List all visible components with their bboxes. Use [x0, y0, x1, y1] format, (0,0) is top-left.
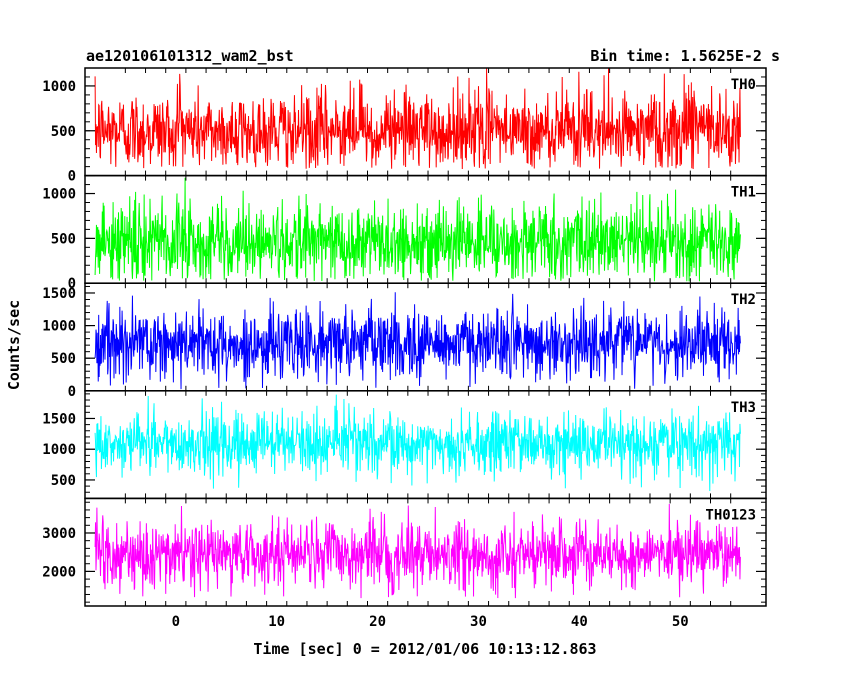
- x-axis: 0 10 20 30 40 50: [172, 614, 689, 630]
- panel-th0123: 2000 3000 TH0123: [42, 497, 767, 607]
- panel-th0: 0 500 1000 TH0: [42, 67, 767, 185]
- x-axis-label: Time [sec] 0 = 2012/01/06 10:13:12.863: [253, 640, 596, 658]
- x-tick-label: 10: [268, 614, 285, 630]
- series-trace-th2: [94, 292, 741, 390]
- y-axis-label: Counts/sec: [5, 300, 23, 390]
- panel-th1: 0 500 1000 TH1: [42, 174, 767, 292]
- x-tick-label: 30: [470, 614, 487, 630]
- panel-label: TH0: [731, 77, 756, 93]
- y-tick-label: 500: [51, 231, 76, 247]
- y-tick-label: 500: [51, 473, 76, 489]
- y-tick-label: 1000: [42, 79, 76, 95]
- series-trace-th1: [94, 177, 741, 282]
- series-trace-th0: [94, 68, 741, 170]
- y-tick-label: 0: [68, 169, 76, 185]
- y-tick-label: 1000: [42, 442, 76, 458]
- panel-label: TH1: [731, 185, 756, 201]
- chart-title-right: Bin time: 1.5625E-2 s: [590, 47, 780, 65]
- y-tick-label: 0: [68, 276, 76, 292]
- y-tick-label: 1500: [42, 286, 76, 302]
- y-tick-label: 1000: [42, 187, 76, 203]
- panels-group: 0 500 1000 TH0 0 500 1000 TH1 0 500 1000 1500 TH2 500…: [42, 67, 767, 607]
- panel-th3: 500 1000 1500 TH3: [42, 390, 767, 500]
- chart-title-left: ae120106101312_wam2_bst: [86, 47, 294, 65]
- panel-label: TH3: [731, 400, 756, 416]
- x-tick-label: 40: [571, 614, 588, 630]
- y-tick-label: 2000: [42, 564, 76, 580]
- x-tick-label: 50: [672, 614, 689, 630]
- y-tick-label: 3000: [42, 526, 76, 542]
- y-tick-label: 500: [51, 351, 76, 367]
- x-tick-label: 20: [369, 614, 386, 630]
- series-trace-th0123: [94, 503, 741, 599]
- panel-frame: [84, 497, 767, 607]
- y-tick-label: 1500: [42, 411, 76, 427]
- panel-label: TH2: [731, 292, 756, 308]
- x-tick-label: 0: [172, 614, 180, 630]
- panel-th2: 0 500 1000 1500 TH2: [42, 282, 767, 400]
- y-tick-label: 0: [68, 384, 76, 400]
- y-tick-label: 1000: [42, 319, 76, 335]
- series-trace-th3: [94, 394, 741, 492]
- y-tick-label: 500: [51, 124, 76, 140]
- panel-label: TH0123: [705, 507, 756, 523]
